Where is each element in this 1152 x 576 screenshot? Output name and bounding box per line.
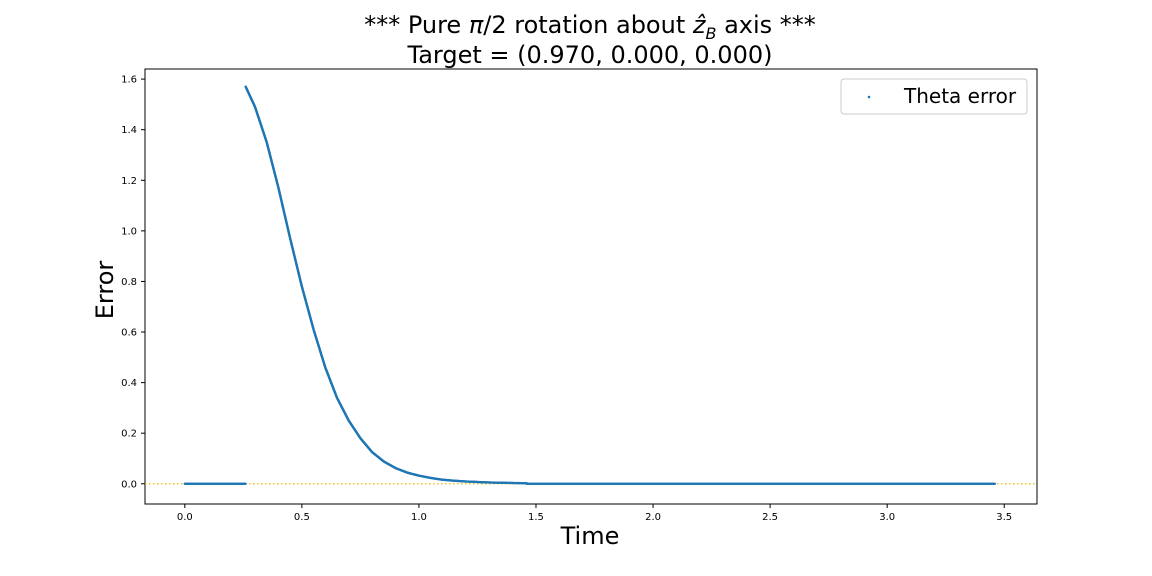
title-subscript: B bbox=[705, 24, 716, 43]
legend-box bbox=[840, 78, 1028, 115]
y-tick-label: 1.0 bbox=[121, 226, 137, 237]
legend: Theta error bbox=[840, 78, 1028, 115]
title-zhat: ẑ bbox=[692, 11, 707, 39]
y-tick-label: 0.8 bbox=[121, 277, 137, 288]
y-tick-label: 0.4 bbox=[121, 378, 137, 389]
y-tick-label: 1.6 bbox=[121, 75, 137, 86]
y-tick-label: 0.6 bbox=[121, 328, 137, 339]
y-tick-label: 0.2 bbox=[121, 429, 137, 440]
x-tick-label: 1.5 bbox=[528, 512, 544, 523]
plot-area: 0.0 0.5 1.0 1.5 2.0 2.5 3.0 3.5 0.0 0.2 0.4 0.6 0.8 1… bbox=[121, 68, 1038, 523]
y-tick-label: 0.0 bbox=[121, 479, 137, 490]
x-tick-label: 2.0 bbox=[645, 512, 661, 523]
y-tick-label: 1.4 bbox=[121, 125, 137, 136]
title-suffix: axis *** bbox=[716, 11, 815, 39]
plot-frame bbox=[144, 68, 1038, 505]
x-tick-label: 2.5 bbox=[762, 512, 778, 523]
data-point bbox=[993, 482, 997, 485]
title-prefix: *** Pure bbox=[364, 11, 469, 39]
x-tick-label: 3.5 bbox=[996, 512, 1012, 523]
x-tick-label: 0.0 bbox=[177, 512, 193, 523]
y-tick-label: 1.2 bbox=[121, 176, 137, 187]
x-tick-label: 1.0 bbox=[411, 512, 427, 523]
data-point bbox=[244, 482, 247, 485]
title-pi: π bbox=[469, 11, 484, 39]
legend-label: Theta error bbox=[903, 84, 1017, 108]
x-axis-title: Time bbox=[560, 522, 620, 550]
chart-title: *** Pure π/2 rotation about ẑB axis *** bbox=[364, 11, 816, 43]
x-tick-label: 3.0 bbox=[879, 512, 895, 523]
title-mid: /2 rotation about bbox=[483, 11, 693, 39]
y-axis-title: Error bbox=[91, 261, 119, 320]
legend-marker bbox=[867, 95, 871, 99]
chart-subtitle: Target = (0.970, 0.000, 0.000) bbox=[407, 41, 773, 69]
x-tick-label: 0.5 bbox=[294, 512, 310, 523]
